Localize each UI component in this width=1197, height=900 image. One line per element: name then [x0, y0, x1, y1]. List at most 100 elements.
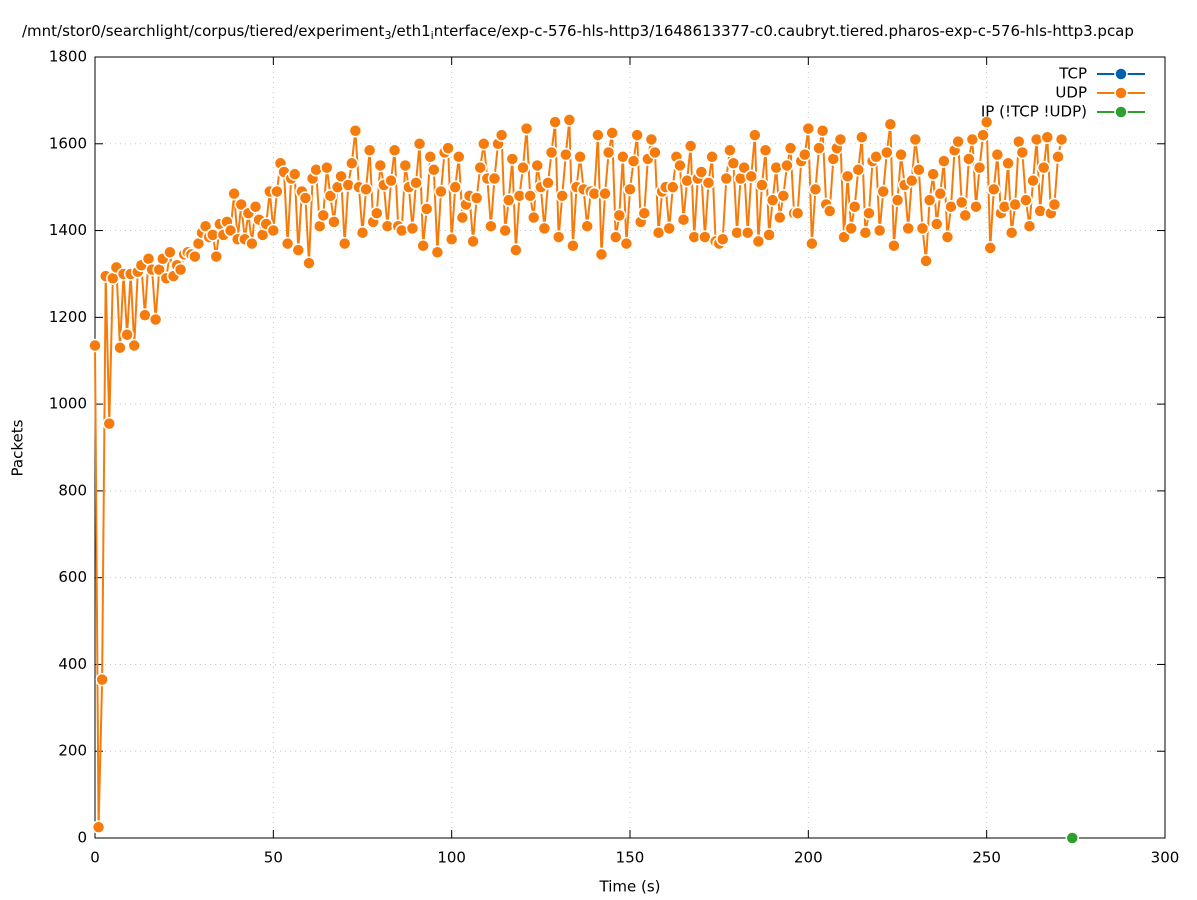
x-tick-label: 250: [972, 849, 1001, 867]
data-point: [173, 262, 188, 277]
x-axis-label: Time (s): [599, 878, 661, 896]
y-tick-label: 1000: [49, 395, 87, 413]
data-point: [370, 206, 384, 220]
data-point: [773, 210, 787, 225]
data-point: [163, 245, 177, 259]
data-point: [409, 176, 423, 190]
title-part: i: [431, 29, 434, 42]
data-point: [245, 236, 259, 251]
data-point: [715, 232, 730, 246]
y-axis-label: Packets: [9, 419, 27, 476]
data-point: [815, 124, 830, 138]
data-point: [723, 143, 737, 158]
data-point: [908, 132, 923, 147]
y-tick-label: 600: [58, 568, 87, 586]
data-point: [954, 195, 969, 210]
data-point: [1015, 145, 1030, 160]
title-part: /eth1: [391, 22, 430, 40]
data-point: [894, 147, 908, 162]
data-point: [473, 160, 487, 175]
y-tick-label: 0: [77, 829, 87, 847]
data-point: [291, 243, 306, 257]
data-point: [405, 221, 420, 236]
data-point: [323, 189, 338, 203]
data-point: [559, 147, 573, 162]
data-point: [573, 150, 587, 164]
y-tick-label: 1800: [49, 48, 87, 66]
data-point: [469, 191, 484, 205]
data-point: [1033, 204, 1047, 218]
data-point: [484, 219, 498, 233]
data-point: [416, 238, 430, 253]
data-point: [309, 163, 323, 177]
data-point: [901, 221, 915, 236]
data-point: [705, 150, 719, 164]
data-point: [523, 189, 537, 203]
data-point: [769, 160, 783, 175]
data-point: [1065, 831, 1080, 845]
legend-label: IP (!TCP !UDP): [981, 103, 1087, 121]
y-tick-label: 1600: [49, 134, 87, 152]
data-point: [1019, 193, 1033, 207]
data-point: [612, 208, 627, 223]
data-point: [509, 243, 523, 257]
data-point: [648, 145, 662, 160]
x-tick-label: 50: [264, 849, 283, 867]
data-point: [880, 145, 894, 160]
data-point: [598, 186, 612, 201]
data-point: [701, 176, 716, 190]
title-part: /mnt/stor0/searchlight/corpus/tiered/exp…: [22, 22, 385, 40]
title-part: 3: [384, 29, 391, 42]
data-point: [605, 126, 619, 140]
data-point: [427, 163, 441, 177]
data-point: [280, 236, 295, 251]
data-point: [758, 143, 773, 158]
data-point: [626, 154, 641, 168]
data-point: [209, 249, 224, 264]
data-point: [808, 182, 823, 197]
data-point: [91, 820, 106, 834]
y-tick-label: 1200: [49, 308, 87, 326]
data-point: [926, 167, 940, 181]
data-point: [630, 128, 644, 142]
data-point: [544, 145, 559, 160]
data-point: [929, 217, 944, 231]
data-point: [840, 169, 855, 184]
data-point: [494, 128, 509, 142]
data-point: [979, 115, 994, 129]
data-point: [608, 230, 623, 244]
data-point: [883, 117, 898, 132]
data-point: [1004, 225, 1019, 240]
legend-marker: [1114, 67, 1128, 81]
data-point: [373, 158, 388, 173]
data-point: [441, 141, 455, 155]
data-point: [833, 132, 848, 147]
legend-marker: [1114, 86, 1128, 100]
data-point: [355, 225, 370, 240]
data-point: [148, 312, 163, 327]
data-point: [188, 249, 202, 264]
data-point: [1022, 219, 1037, 233]
data-point: [905, 173, 919, 188]
data-point: [120, 327, 134, 342]
data-point: [748, 128, 762, 142]
y-tick-label: 1400: [49, 221, 87, 239]
data-point: [990, 147, 1005, 162]
data-point: [302, 256, 316, 270]
data-point: [1026, 173, 1040, 188]
data-point: [566, 238, 580, 253]
data-point: [345, 156, 359, 171]
data-point: [455, 210, 470, 225]
data-point: [384, 173, 398, 188]
data-point: [858, 225, 873, 240]
data-point: [113, 340, 127, 355]
data-point: [270, 184, 284, 199]
data-point: [519, 121, 534, 136]
data-point: [452, 150, 466, 164]
data-point: [969, 199, 983, 214]
data-point: [337, 236, 352, 251]
data-point: [591, 128, 605, 142]
data-point: [334, 169, 348, 184]
legend-label: UDP: [1055, 84, 1087, 102]
data-point: [530, 158, 545, 173]
